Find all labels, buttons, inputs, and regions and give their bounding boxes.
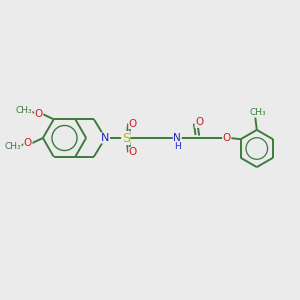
Text: N: N [101, 133, 110, 143]
Text: CH₃: CH₃ [250, 108, 267, 117]
Text: CH₃: CH₃ [15, 106, 32, 115]
Text: O: O [24, 138, 32, 148]
Text: CH₃: CH₃ [4, 142, 21, 152]
Text: O: O [129, 147, 137, 158]
Text: H: H [174, 142, 181, 151]
Text: S: S [122, 131, 130, 145]
Text: O: O [34, 109, 43, 119]
Text: N: N [173, 133, 181, 143]
Text: O: O [195, 117, 203, 128]
Text: O: O [129, 118, 137, 129]
Text: O: O [223, 133, 231, 143]
